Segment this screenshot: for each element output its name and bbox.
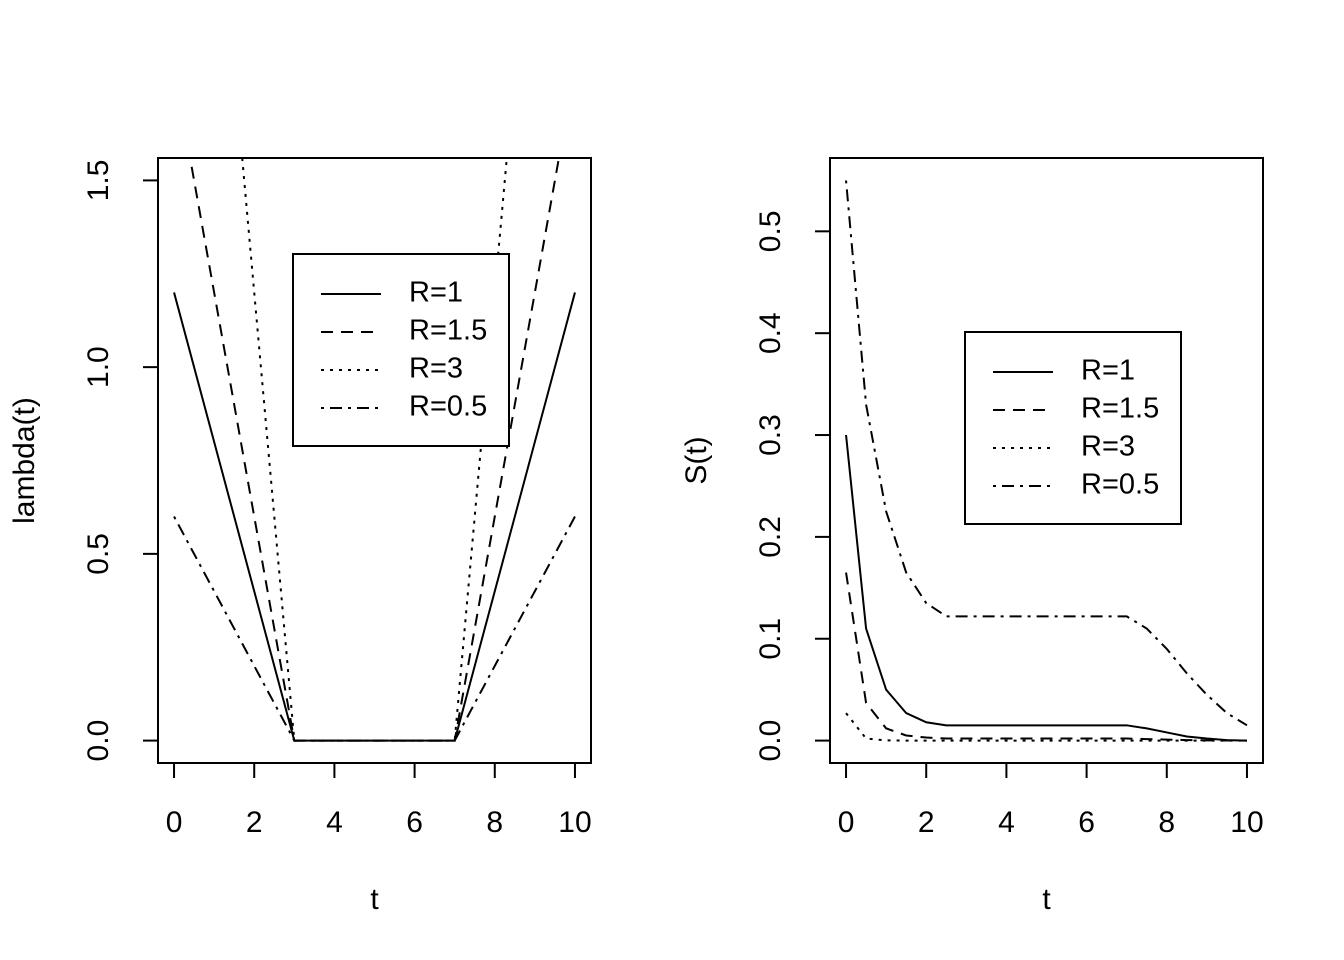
x-tick-label: 2: [918, 806, 935, 839]
series-group: [845, 180, 1248, 742]
x-tick-label: 4: [998, 806, 1015, 839]
y-tick-label: 0.4: [754, 312, 787, 354]
legend-box: [292, 253, 510, 447]
y-tick-label: 1.5: [82, 160, 115, 202]
x-tick-label: 6: [406, 806, 423, 839]
legend-label: R=1.5: [409, 315, 487, 347]
x-tick-label: 8: [1158, 806, 1175, 839]
series-line: [845, 180, 1248, 727]
y-axis-title: lambda(t): [8, 397, 41, 524]
panel: 0 2 4 6 8 10 0.0 0.5 1.0 1.5 t lambda(t) R=1 R=1.5 R=3…: [8, 157, 592, 916]
panel: 0 2 4 6 8 100.00.10.20.30.40.5tS(t)R=1R=1.5R=…: [680, 157, 1264, 916]
x-tick-label: 6: [1078, 806, 1095, 839]
series-line: [173, 516, 576, 742]
y-tick-label: 0.2: [754, 516, 787, 558]
y-axis-title: S(t): [680, 436, 713, 484]
x-axis-title: t: [1042, 883, 1051, 916]
y-tick-label: 1.0: [82, 346, 115, 388]
series-line: [845, 434, 1247, 742]
y-tick-label: 0.5: [82, 533, 115, 575]
x-tick-label: 8: [486, 806, 503, 839]
legend-label: R=1: [409, 277, 463, 309]
legend-box: [964, 331, 1182, 525]
x-tick-label: 2: [246, 806, 263, 839]
x-tick-label: 10: [558, 806, 591, 839]
legend-label: R=0.5: [1081, 469, 1159, 501]
y-tick-label: 0.3: [754, 414, 787, 456]
x-axis-title: t: [370, 883, 379, 916]
x-tick-label: 10: [1230, 806, 1263, 839]
legend: R=1 R=1.5 R=3 R=0.5: [964, 331, 1182, 525]
series-line: [845, 572, 1247, 742]
y-tick-label: 0.1: [754, 618, 787, 660]
legend-label: R=1: [1081, 355, 1135, 387]
y-tick-label: 0.5: [754, 210, 787, 252]
legend-label: R=0.5: [409, 391, 487, 423]
legend-label: R=3: [1081, 431, 1135, 463]
legend-label: R=3: [409, 353, 463, 385]
legend-label: R=1.5: [1081, 393, 1159, 425]
x-tick-label: 0: [166, 806, 183, 839]
y-tick-label: 0.0: [82, 720, 115, 762]
x-tick-label: 4: [326, 806, 343, 839]
legend: R=1 R=1.5 R=3 R=0.5: [292, 253, 510, 447]
series-group: [173, 158, 576, 742]
y-tick-label: 0.0: [754, 720, 787, 762]
x-tick-label: 0: [838, 806, 855, 839]
plot-box: [157, 157, 592, 764]
